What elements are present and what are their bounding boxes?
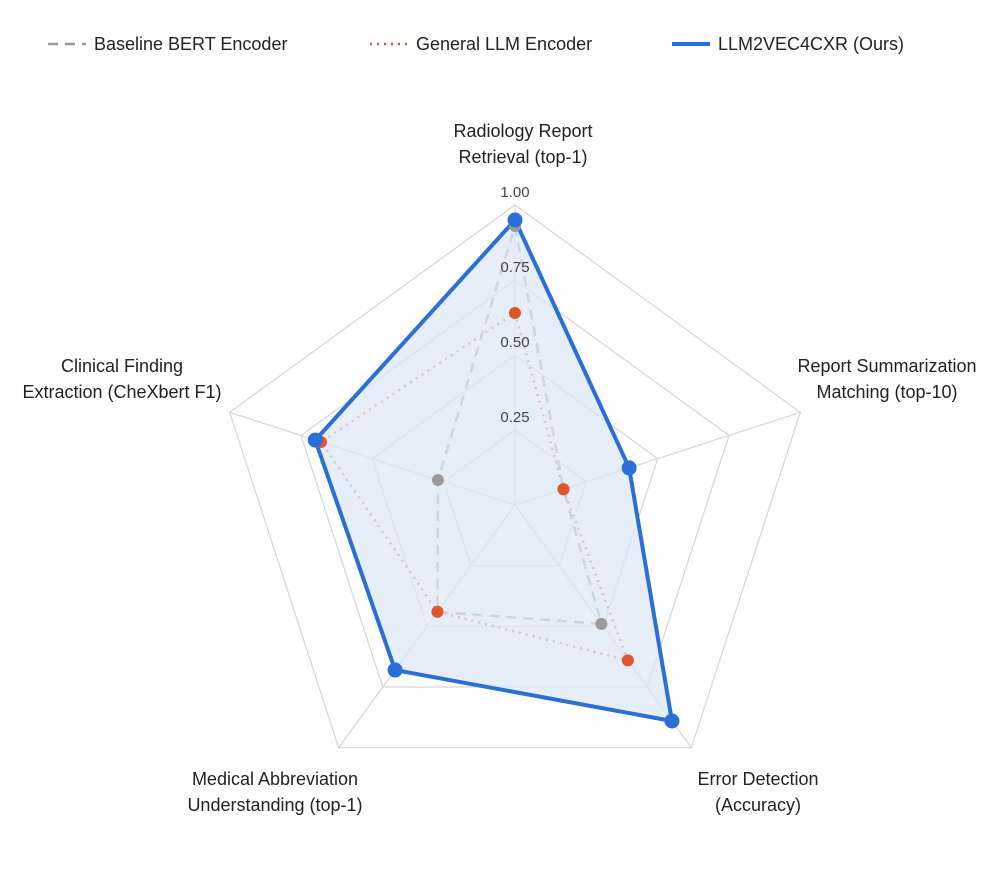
data-point [557, 483, 570, 496]
axis-label: Matching (top-10) [816, 382, 957, 402]
legend-label: Baseline BERT Encoder [94, 34, 287, 54]
axis-label: Medical Abbreviation [192, 769, 358, 789]
r-tick-label: 1.00 [500, 184, 529, 201]
legend-item: Baseline BERT Encoder [48, 34, 287, 54]
data-point [431, 605, 444, 618]
data-point [507, 212, 523, 228]
legend-label: General LLM Encoder [416, 34, 592, 54]
r-tick-label: 0.75 [500, 259, 529, 276]
data-point [595, 617, 608, 630]
axis-label: Retrieval (top-1) [458, 147, 587, 167]
data-point [621, 654, 634, 667]
axis-label: Understanding (top-1) [187, 795, 362, 815]
data-point [621, 460, 637, 476]
data-point [307, 432, 323, 448]
axis-label: (Accuracy) [715, 795, 801, 815]
grid-ring [228, 204, 802, 749]
r-tick-label: 0.25 [500, 409, 529, 426]
r-tick-label: 0.50 [500, 334, 529, 351]
data-point [431, 473, 444, 486]
axis-label: Error Detection [697, 769, 818, 789]
legend-item: General LLM Encoder [370, 34, 592, 54]
axis-label: Radiology Report [453, 121, 592, 141]
data-point [509, 307, 521, 319]
axis-label: Report Summarization [797, 356, 976, 376]
series-area [315, 220, 672, 722]
legend-item: LLM2VEC4CXR (Ours) [672, 34, 904, 54]
axis-label: Clinical Finding [61, 356, 183, 376]
data-point [387, 662, 403, 678]
data-point [664, 713, 680, 729]
axis-label: Extraction (CheXbert F1) [22, 382, 221, 402]
legend-label: LLM2VEC4CXR (Ours) [718, 34, 904, 54]
series-line [313, 218, 674, 724]
